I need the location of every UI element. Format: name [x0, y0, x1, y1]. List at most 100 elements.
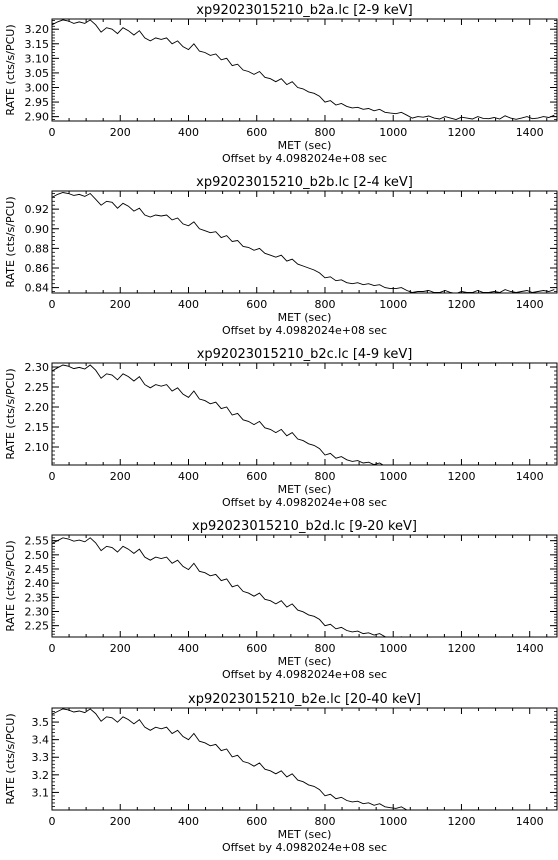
y-tick-label: 2.40 — [25, 577, 50, 590]
x-tick-label: 1200 — [447, 298, 475, 311]
chart-panel-2: xp92023015210_b2b.lc [2-4 keV] 0 200 400 600… — [4, 175, 557, 337]
x-axis-label: MET (sec) — [278, 828, 332, 841]
chart-title: xp92023015210_b2d.lc [9-20 keV] — [192, 519, 417, 534]
x-tick-label: 1400 — [516, 126, 544, 139]
x-tick-label: 1200 — [447, 815, 475, 828]
x-offset-note: Offset by 4.0982024e+08 sec — [222, 841, 387, 854]
x-axis-label: MET (sec) — [278, 483, 332, 496]
y-axis-label: RATE (cts/s/PCU) — [4, 540, 17, 631]
chart-panel-3: xp92023015210_b2c.lc [4-9 keV] 0 200 400 600… — [4, 347, 557, 509]
x-tick-label: 800 — [314, 815, 335, 828]
x-tick-label: 1400 — [516, 815, 544, 828]
x-tick-label: 1400 — [516, 298, 544, 311]
x-tick-label: 200 — [110, 470, 131, 483]
x-tick-label: 400 — [178, 815, 199, 828]
x-tick-label: 200 — [110, 642, 131, 655]
x-tick-label: 600 — [246, 815, 267, 828]
x-offset-note: Offset by 4.0982024e+08 sec — [222, 496, 387, 509]
rate-series-line — [52, 20, 554, 120]
rate-series-line — [52, 538, 554, 645]
x-tick-label: 800 — [314, 126, 335, 139]
x-tick-label: 1000 — [379, 642, 407, 655]
x-tick-label: 200 — [110, 126, 131, 139]
y-tick-label: 3.00 — [25, 81, 50, 94]
chart-title: xp92023015210_b2a.lc [2-9 keV] — [196, 3, 412, 18]
x-tick-label: 400 — [178, 470, 199, 483]
y-tick-label: 3.15 — [25, 38, 50, 51]
y-tick-label: 2.10 — [25, 441, 50, 454]
x-tick-label: 400 — [178, 126, 199, 139]
x-offset-note: Offset by 4.0982024e+08 sec — [222, 668, 387, 681]
y-axis-label: RATE (cts/s/PCU) — [4, 368, 17, 459]
y-axis-label: RATE (cts/s/PCU) — [4, 196, 17, 287]
y-tick-label: 2.55 — [25, 535, 50, 548]
x-axis-label: MET (sec) — [278, 655, 332, 668]
y-tick-label: 3.10 — [25, 52, 50, 65]
x-tick-label: 0 — [49, 815, 56, 828]
x-offset-note: Offset by 4.0982024e+08 sec — [222, 152, 387, 165]
rate-series-line — [52, 193, 554, 294]
rate-series-line — [52, 365, 554, 474]
x-tick-label: 0 — [49, 298, 56, 311]
y-axis-label: RATE (cts/s/PCU) — [4, 713, 17, 804]
y-tick-label: 0.88 — [25, 242, 50, 255]
x-tick-label: 0 — [49, 642, 56, 655]
y-tick-label: 2.95 — [25, 96, 50, 109]
x-tick-label: 1400 — [516, 470, 544, 483]
y-tick-label: 2.90 — [25, 111, 50, 124]
x-tick-label: 1400 — [516, 642, 544, 655]
y-tick-label: 0.90 — [25, 223, 50, 236]
y-tick-label: 2.30 — [25, 361, 50, 374]
y-tick-label: 2.50 — [25, 549, 50, 562]
y-tick-label: 0.92 — [25, 203, 50, 216]
plot-frame — [52, 535, 557, 637]
y-tick-label: 3.05 — [25, 67, 50, 80]
x-tick-label: 800 — [314, 298, 335, 311]
chart-title: xp92023015210_b2e.lc [20-40 keV] — [188, 692, 421, 707]
y-tick-label: 3.20 — [25, 23, 50, 36]
x-tick-label: 800 — [314, 642, 335, 655]
y-tick-label: 3.3 — [32, 751, 50, 764]
plot-frame — [52, 708, 557, 810]
y-tick-label: 2.30 — [25, 606, 50, 619]
rate-series-line — [52, 709, 554, 815]
y-tick-label: 2.15 — [25, 421, 50, 434]
chart-panel-1: xp92023015210_b2a.lc [2-9 keV] 0 200 400 600… — [4, 3, 557, 165]
chart-title: xp92023015210_b2c.lc [4-9 keV] — [197, 347, 413, 362]
x-tick-label: 400 — [178, 642, 199, 655]
y-tick-label: 3.2 — [32, 769, 50, 782]
y-tick-label: 2.25 — [25, 620, 50, 633]
plot-frame — [52, 19, 557, 121]
chart-title: xp92023015210_b2b.lc [2-4 keV] — [196, 175, 413, 190]
x-axis-label: MET (sec) — [278, 311, 332, 324]
x-tick-label: 1200 — [447, 126, 475, 139]
x-tick-label: 1200 — [447, 470, 475, 483]
y-tick-label: 2.45 — [25, 563, 50, 576]
y-tick-label: 0.84 — [25, 282, 50, 295]
x-tick-label: 1000 — [379, 298, 407, 311]
y-tick-label: 3.4 — [32, 734, 50, 747]
y-axis-label: RATE (cts/s/PCU) — [4, 24, 17, 115]
chart-panel-5: xp92023015210_b2e.lc [20-40 keV] 0 200 400 6… — [4, 692, 557, 854]
x-offset-note: Offset by 4.0982024e+08 sec — [222, 324, 387, 337]
x-tick-label: 1200 — [447, 642, 475, 655]
x-tick-label: 200 — [110, 298, 131, 311]
x-tick-label: 600 — [246, 126, 267, 139]
x-tick-label: 400 — [178, 298, 199, 311]
x-tick-label: 600 — [246, 642, 267, 655]
x-tick-label: 1000 — [379, 470, 407, 483]
x-tick-label: 1000 — [379, 815, 407, 828]
y-tick-label: 2.20 — [25, 401, 50, 414]
x-tick-label: 600 — [246, 470, 267, 483]
y-tick-label: 2.35 — [25, 591, 50, 604]
y-tick-label: 3.5 — [32, 716, 50, 729]
x-tick-label: 0 — [49, 126, 56, 139]
y-tick-label: 0.86 — [25, 262, 50, 275]
x-tick-label: 800 — [314, 470, 335, 483]
x-tick-label: 1000 — [379, 126, 407, 139]
y-tick-label: 3.1 — [32, 786, 50, 799]
x-axis-label: MET (sec) — [278, 139, 332, 152]
chart-panel-4: xp92023015210_b2d.lc [9-20 keV] 0 200 400 60… — [4, 519, 557, 681]
plot-frame — [52, 363, 557, 465]
